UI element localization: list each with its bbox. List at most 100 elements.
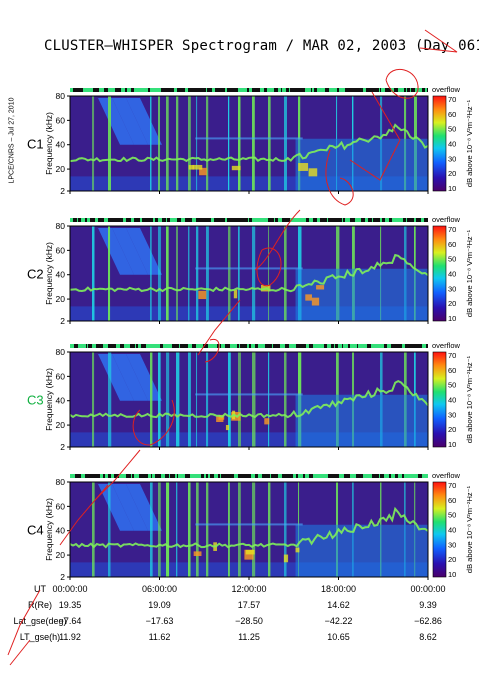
status-bar-segment bbox=[86, 88, 90, 92]
hot-spot bbox=[295, 547, 300, 553]
status-bar-segment bbox=[96, 344, 97, 348]
y-tick-label: 60 bbox=[56, 115, 66, 125]
noise-region bbox=[295, 394, 428, 447]
status-bar-segment bbox=[418, 344, 422, 348]
status-bar-segment bbox=[91, 474, 94, 478]
status-bar-segment bbox=[225, 344, 229, 348]
status-bar-segment bbox=[140, 218, 142, 222]
y-axis-label: Frequency (kHz) bbox=[44, 242, 54, 305]
vertical-stripe bbox=[188, 96, 191, 191]
status-bar-segment bbox=[117, 218, 118, 222]
status-bar-segment bbox=[190, 344, 192, 348]
y-tick-label: 60 bbox=[56, 501, 66, 511]
panel-name: C3 bbox=[27, 393, 44, 408]
status-bar-segment bbox=[110, 88, 114, 92]
colorbar-tick-label: 30 bbox=[448, 410, 456, 419]
status-bar-segment bbox=[140, 88, 143, 92]
colorbar-label: dB above 10⁻⁸ V²m⁻²Hz⁻¹ bbox=[465, 355, 474, 443]
y-axis-label: Frequency (kHz) bbox=[44, 112, 54, 175]
status-bar-segment bbox=[369, 474, 370, 478]
status-bar-segment bbox=[255, 344, 257, 348]
status-bar-segment bbox=[258, 344, 261, 348]
panel-name: C1 bbox=[27, 137, 44, 152]
faint-band bbox=[195, 523, 303, 526]
status-bar-segment bbox=[302, 88, 305, 92]
status-bar-segment bbox=[337, 218, 341, 222]
status-bar-segment bbox=[384, 344, 387, 348]
status-bar-segment bbox=[80, 88, 83, 92]
status-bar-segment bbox=[380, 474, 384, 478]
status-bar-segment bbox=[337, 88, 339, 92]
status-bar-segment bbox=[181, 218, 185, 222]
vertical-stripe bbox=[166, 482, 170, 577]
status-bar-segment bbox=[180, 218, 181, 222]
colorbar-tick-label: 10 bbox=[448, 314, 456, 323]
diagonal-streak bbox=[98, 228, 134, 275]
status-bar-segment bbox=[414, 474, 418, 478]
ephemeris-row-label: Lat_gse(deg) bbox=[13, 616, 66, 626]
status-bar-segment bbox=[143, 88, 146, 92]
status-bar-segment bbox=[171, 474, 174, 478]
status-bar-segment bbox=[336, 88, 337, 92]
status-bar-segment bbox=[377, 344, 380, 348]
status-bar-segment bbox=[247, 474, 251, 478]
status-bar-segment bbox=[118, 218, 119, 222]
status-bar-segment bbox=[131, 218, 134, 222]
panel-name: C4 bbox=[27, 523, 44, 538]
status-bar-segment bbox=[73, 474, 75, 478]
status-bar-segment bbox=[282, 474, 284, 478]
status-bar-segment bbox=[262, 474, 264, 478]
status-bar-segment bbox=[198, 218, 199, 222]
colorbar-tick-label: 20 bbox=[448, 425, 456, 434]
vertical-stripe bbox=[228, 226, 231, 321]
status-bar-segment bbox=[88, 474, 91, 478]
ephemeris-value: −17.63 bbox=[146, 616, 174, 626]
status-bar-segment bbox=[111, 344, 112, 348]
status-bar-segment bbox=[229, 88, 232, 92]
status-bar-segment bbox=[284, 474, 287, 478]
colorbar-tick-label: 10 bbox=[448, 440, 456, 449]
status-bar-segment bbox=[70, 218, 72, 222]
status-bar-segment bbox=[264, 218, 265, 222]
ephemeris-value: −42.22 bbox=[325, 616, 353, 626]
status-bar-segment bbox=[345, 88, 346, 92]
colorbar bbox=[432, 95, 447, 192]
ephemeris-value: 14.62 bbox=[327, 600, 350, 610]
colorbar-tick-label: 30 bbox=[448, 540, 456, 549]
status-bar-segment bbox=[188, 88, 192, 92]
vertical-stripe bbox=[252, 482, 256, 577]
status-bar-segment bbox=[378, 218, 380, 222]
status-bar-segment bbox=[108, 344, 110, 348]
status-bar-segment bbox=[329, 344, 331, 348]
vertical-stripe bbox=[206, 226, 209, 321]
status-bar-segment bbox=[244, 218, 248, 222]
status-bar-segment bbox=[175, 474, 177, 478]
status-bar-segment bbox=[381, 88, 385, 92]
status-bar-segment bbox=[289, 88, 290, 92]
status-bar-segment bbox=[220, 344, 221, 348]
status-bar-segment bbox=[422, 474, 423, 478]
status-bar-segment bbox=[252, 88, 253, 92]
annotation-stroke bbox=[204, 338, 220, 363]
status-bar-segment bbox=[355, 218, 356, 222]
status-bar-segment bbox=[167, 218, 170, 222]
status-bar-segment bbox=[346, 88, 348, 92]
status-bar-segment bbox=[104, 218, 108, 222]
annotation-stroke bbox=[132, 399, 175, 446]
status-bar-segment bbox=[158, 218, 162, 222]
status-bar-segment bbox=[78, 344, 81, 348]
y-tick-label: 40 bbox=[56, 396, 66, 406]
status-bar-segment bbox=[172, 218, 175, 222]
status-bar-segment bbox=[90, 218, 91, 222]
status-bar-segment bbox=[405, 344, 406, 348]
status-bar-segment bbox=[87, 218, 90, 222]
status-bar-segment bbox=[231, 344, 234, 348]
status-bar-segment bbox=[192, 344, 196, 348]
status-bar-segment bbox=[269, 218, 271, 222]
status-bar-segment bbox=[220, 474, 221, 478]
status-bar-segment bbox=[380, 344, 384, 348]
vertical-stripe bbox=[176, 226, 178, 321]
status-bar-segment bbox=[394, 218, 397, 222]
status-bar-segment bbox=[153, 344, 156, 348]
status-bar-segment bbox=[398, 88, 402, 92]
